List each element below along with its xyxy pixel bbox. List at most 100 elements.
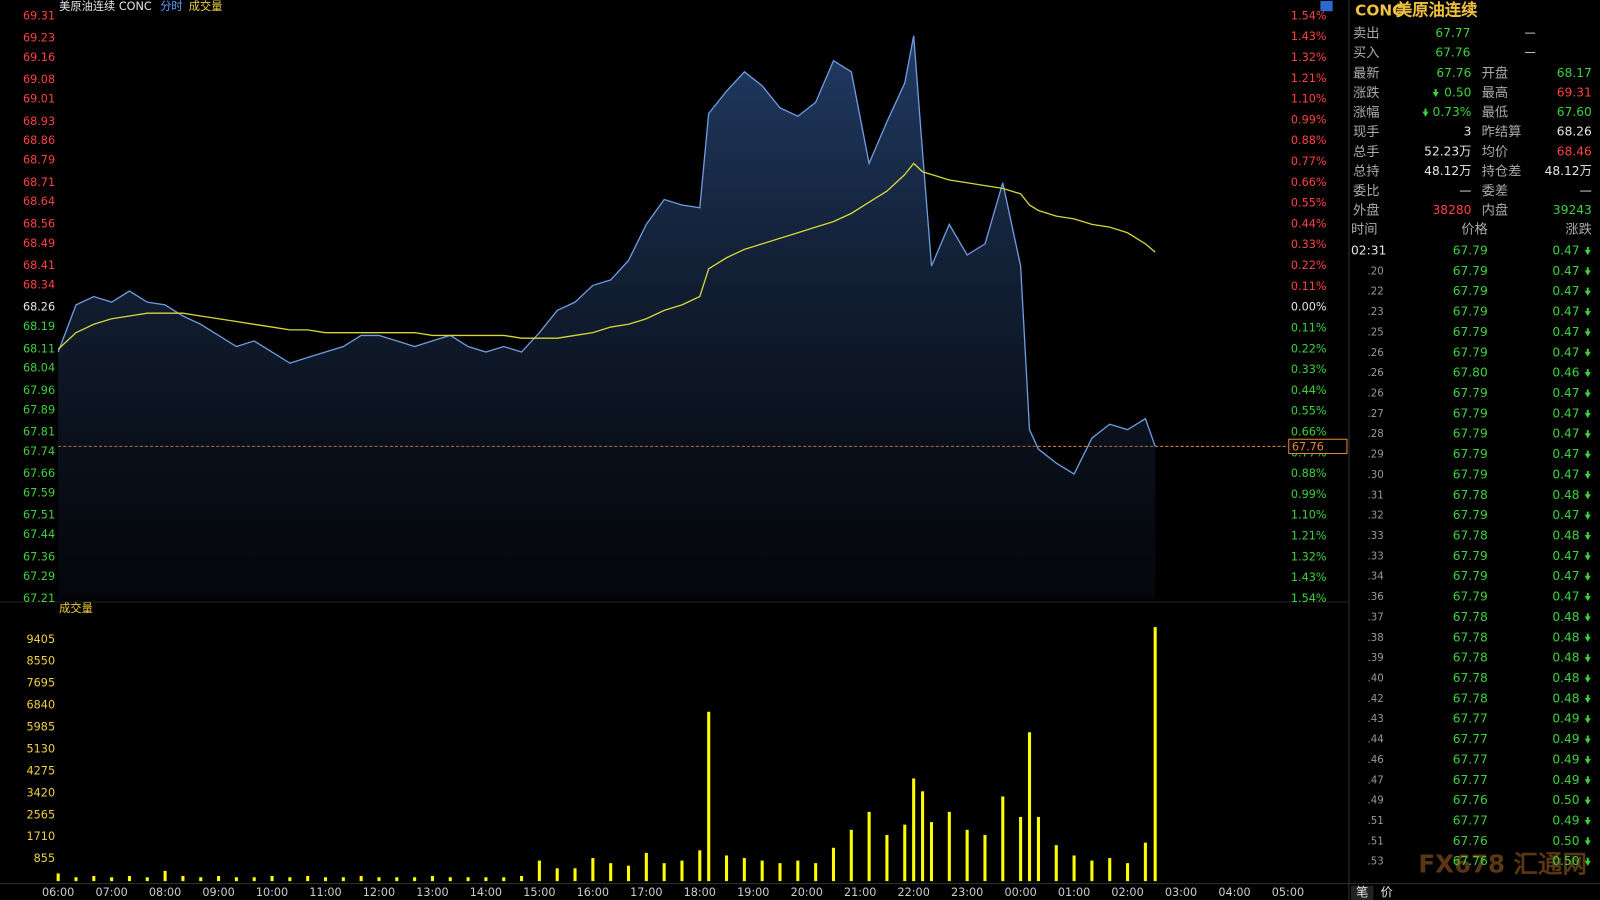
book-volume: —: [1524, 27, 1535, 40]
tick-price: 67.78: [1453, 488, 1488, 502]
tick-change: 0.47: [1552, 244, 1579, 258]
tick-time: .34: [1367, 572, 1383, 583]
volume-bar: [252, 877, 256, 882]
volume-tick-label: 6840: [27, 699, 56, 712]
down-arrow: [1584, 613, 1591, 622]
volume-bar: [359, 875, 363, 882]
tick-price: 67.78: [1453, 610, 1488, 624]
volume-bar: [1001, 796, 1005, 882]
down-arrow: [1584, 369, 1591, 378]
quote-value: 0.50: [1444, 86, 1471, 100]
volume-bar: [323, 877, 328, 882]
tick-time: .40: [1367, 674, 1383, 685]
tick-time: .30: [1367, 470, 1383, 481]
volume-bar: [626, 865, 631, 882]
tick-time: .28: [1367, 429, 1383, 440]
tick-price: 67.79: [1453, 406, 1488, 420]
tick-change: 0.48: [1552, 651, 1579, 665]
volume-bar: [707, 711, 711, 882]
y2-tick-label: 0.11%: [1291, 280, 1327, 293]
down-arrow: [1584, 450, 1591, 459]
tick-price: 67.76: [1453, 834, 1488, 848]
y2-tick-label: 0.44%: [1291, 217, 1327, 230]
down-arrow: [1584, 735, 1591, 744]
y-tick-label: 67.89: [23, 403, 55, 416]
y-tick-label: 69.23: [23, 32, 55, 45]
tick-time: .22: [1367, 287, 1383, 298]
volume-bar: [929, 822, 934, 882]
volume-bar: [921, 791, 925, 882]
volume-tick-label: 4275: [27, 764, 56, 777]
x-tick-label: 06:00: [42, 886, 74, 899]
volume-tick-label: 8550: [27, 655, 56, 668]
price-line: [57, 35, 1156, 476]
x-tick-label: 15:00: [523, 886, 555, 899]
volume-bar: [698, 850, 702, 882]
tick-price: 67.79: [1453, 284, 1488, 298]
tick-change: 0.47: [1552, 284, 1579, 298]
tick-price: 67.78: [1453, 651, 1488, 665]
average-line: [57, 162, 1156, 350]
y-tick-label: 67.21: [23, 592, 55, 605]
y-tick-label: 69.16: [23, 51, 55, 64]
volume-tick-label: 855: [34, 852, 55, 865]
tick-price: 67.79: [1453, 264, 1488, 278]
quote-label: 最新: [1353, 65, 1380, 81]
volume-bar: [814, 863, 818, 882]
x-tick-label: 16:00: [577, 886, 609, 899]
quote-label: 涨跌: [1353, 85, 1380, 101]
volume-bar: [1143, 842, 1147, 882]
down-arrow: [1584, 491, 1591, 500]
watermark: FX678 汇通网: [1418, 849, 1587, 878]
down-arrow: [1584, 287, 1591, 296]
y-tick-label: 67.44: [23, 528, 55, 541]
y2-tick-label: 1.43%: [1291, 571, 1327, 584]
volume-bar: [849, 829, 853, 882]
tick-change: 0.49: [1552, 752, 1579, 766]
tick-price: 67.79: [1453, 325, 1488, 339]
tick-change: 0.47: [1552, 447, 1579, 461]
book-price: 67.77: [1435, 26, 1470, 40]
tick-time: .44: [1367, 735, 1383, 746]
x-tick-label: 04:00: [1218, 886, 1250, 899]
x-tick-label: 03:00: [1165, 886, 1197, 899]
tick-change: 0.48: [1552, 671, 1579, 685]
volume-bar: [270, 875, 274, 882]
y2-tick-label: 0.99%: [1291, 113, 1327, 126]
tick-header: 涨跌: [1565, 222, 1592, 238]
x-tick-label: 10:00: [256, 886, 288, 899]
quote-value: —: [1459, 184, 1471, 198]
tick-change: 0.47: [1552, 549, 1579, 563]
quote-label: 委差: [1482, 183, 1509, 199]
volume-bar: [484, 877, 488, 882]
down-arrow: [1584, 246, 1591, 256]
quote-label: 最低: [1482, 105, 1509, 121]
tab-label[interactable]: 笔: [1356, 884, 1368, 899]
tick-change: 0.47: [1552, 427, 1579, 441]
tick-change: 0.47: [1552, 569, 1579, 583]
volume-tick-label: 1710: [27, 830, 56, 843]
x-tick-label: 05:00: [1272, 886, 1304, 899]
tick-change: 0.47: [1552, 467, 1579, 481]
volume-bar: [885, 834, 889, 882]
volume-bar: [395, 877, 399, 882]
tab-label[interactable]: 价: [1381, 885, 1393, 899]
tick-price: 67.79: [1453, 569, 1488, 583]
y2-tick-label: 1.54%: [1291, 9, 1327, 22]
tick-price: 67.79: [1453, 467, 1488, 481]
tick-time: .37: [1367, 612, 1383, 623]
volume-tick-label: 7695: [27, 677, 56, 690]
tick-price: 67.77: [1453, 773, 1488, 787]
volume-bar: [217, 875, 221, 882]
down-arrow: [1584, 776, 1591, 785]
tick-change: 0.47: [1552, 406, 1579, 420]
tab[interactable]: [1375, 885, 1398, 900]
volume-bar: [1027, 732, 1032, 882]
expand-button[interactable]: [1320, 1, 1333, 12]
tick-change: 0.49: [1552, 773, 1579, 787]
tab[interactable]: [1351, 885, 1374, 900]
quote-label: 总手: [1353, 144, 1380, 160]
y2-tick-label: 0.66%: [1291, 176, 1327, 189]
down-arrow: [1584, 857, 1591, 866]
down-arrow: [1584, 328, 1591, 337]
